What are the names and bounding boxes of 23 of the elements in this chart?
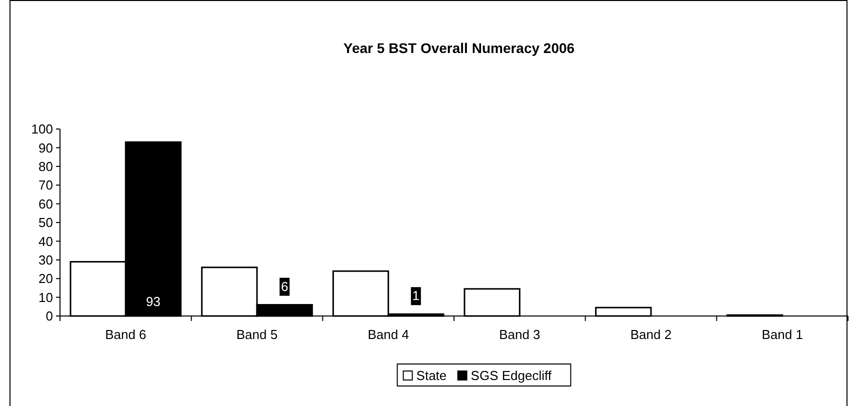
x-tick-label: Band 1 (762, 327, 803, 342)
y-tick-label: 10 (38, 290, 53, 305)
y-tick-label: 50 (38, 215, 53, 230)
data-label: 1 (412, 288, 420, 304)
x-tick-label: Band 5 (236, 327, 278, 342)
data-label: 6 (280, 278, 288, 294)
y-tick-label: 0 (46, 308, 53, 324)
y-tick-label: 40 (38, 234, 53, 249)
x-tick-label: Band 2 (630, 327, 672, 342)
y-tick-label: 70 (38, 178, 53, 193)
y-tick-label: 90 (38, 140, 53, 156)
y-tick-label: 80 (38, 158, 53, 174)
x-tick-label: Band 6 (105, 327, 146, 342)
x-tick-label: Band 4 (368, 327, 409, 342)
y-tick-label: 60 (38, 196, 53, 212)
data-label: 93 (146, 294, 160, 309)
legend-label: State (416, 368, 447, 383)
y-tick-label: 20 (38, 271, 53, 286)
y-tick-label: 100 (31, 122, 53, 137)
y-tick-label: 30 (38, 252, 53, 268)
legend-label: SGS Edgecliff (470, 368, 552, 383)
x-tick-label: Band 3 (499, 327, 540, 342)
chart-title: Year 5 BST Overall Numeracy 2006 (343, 40, 575, 56)
